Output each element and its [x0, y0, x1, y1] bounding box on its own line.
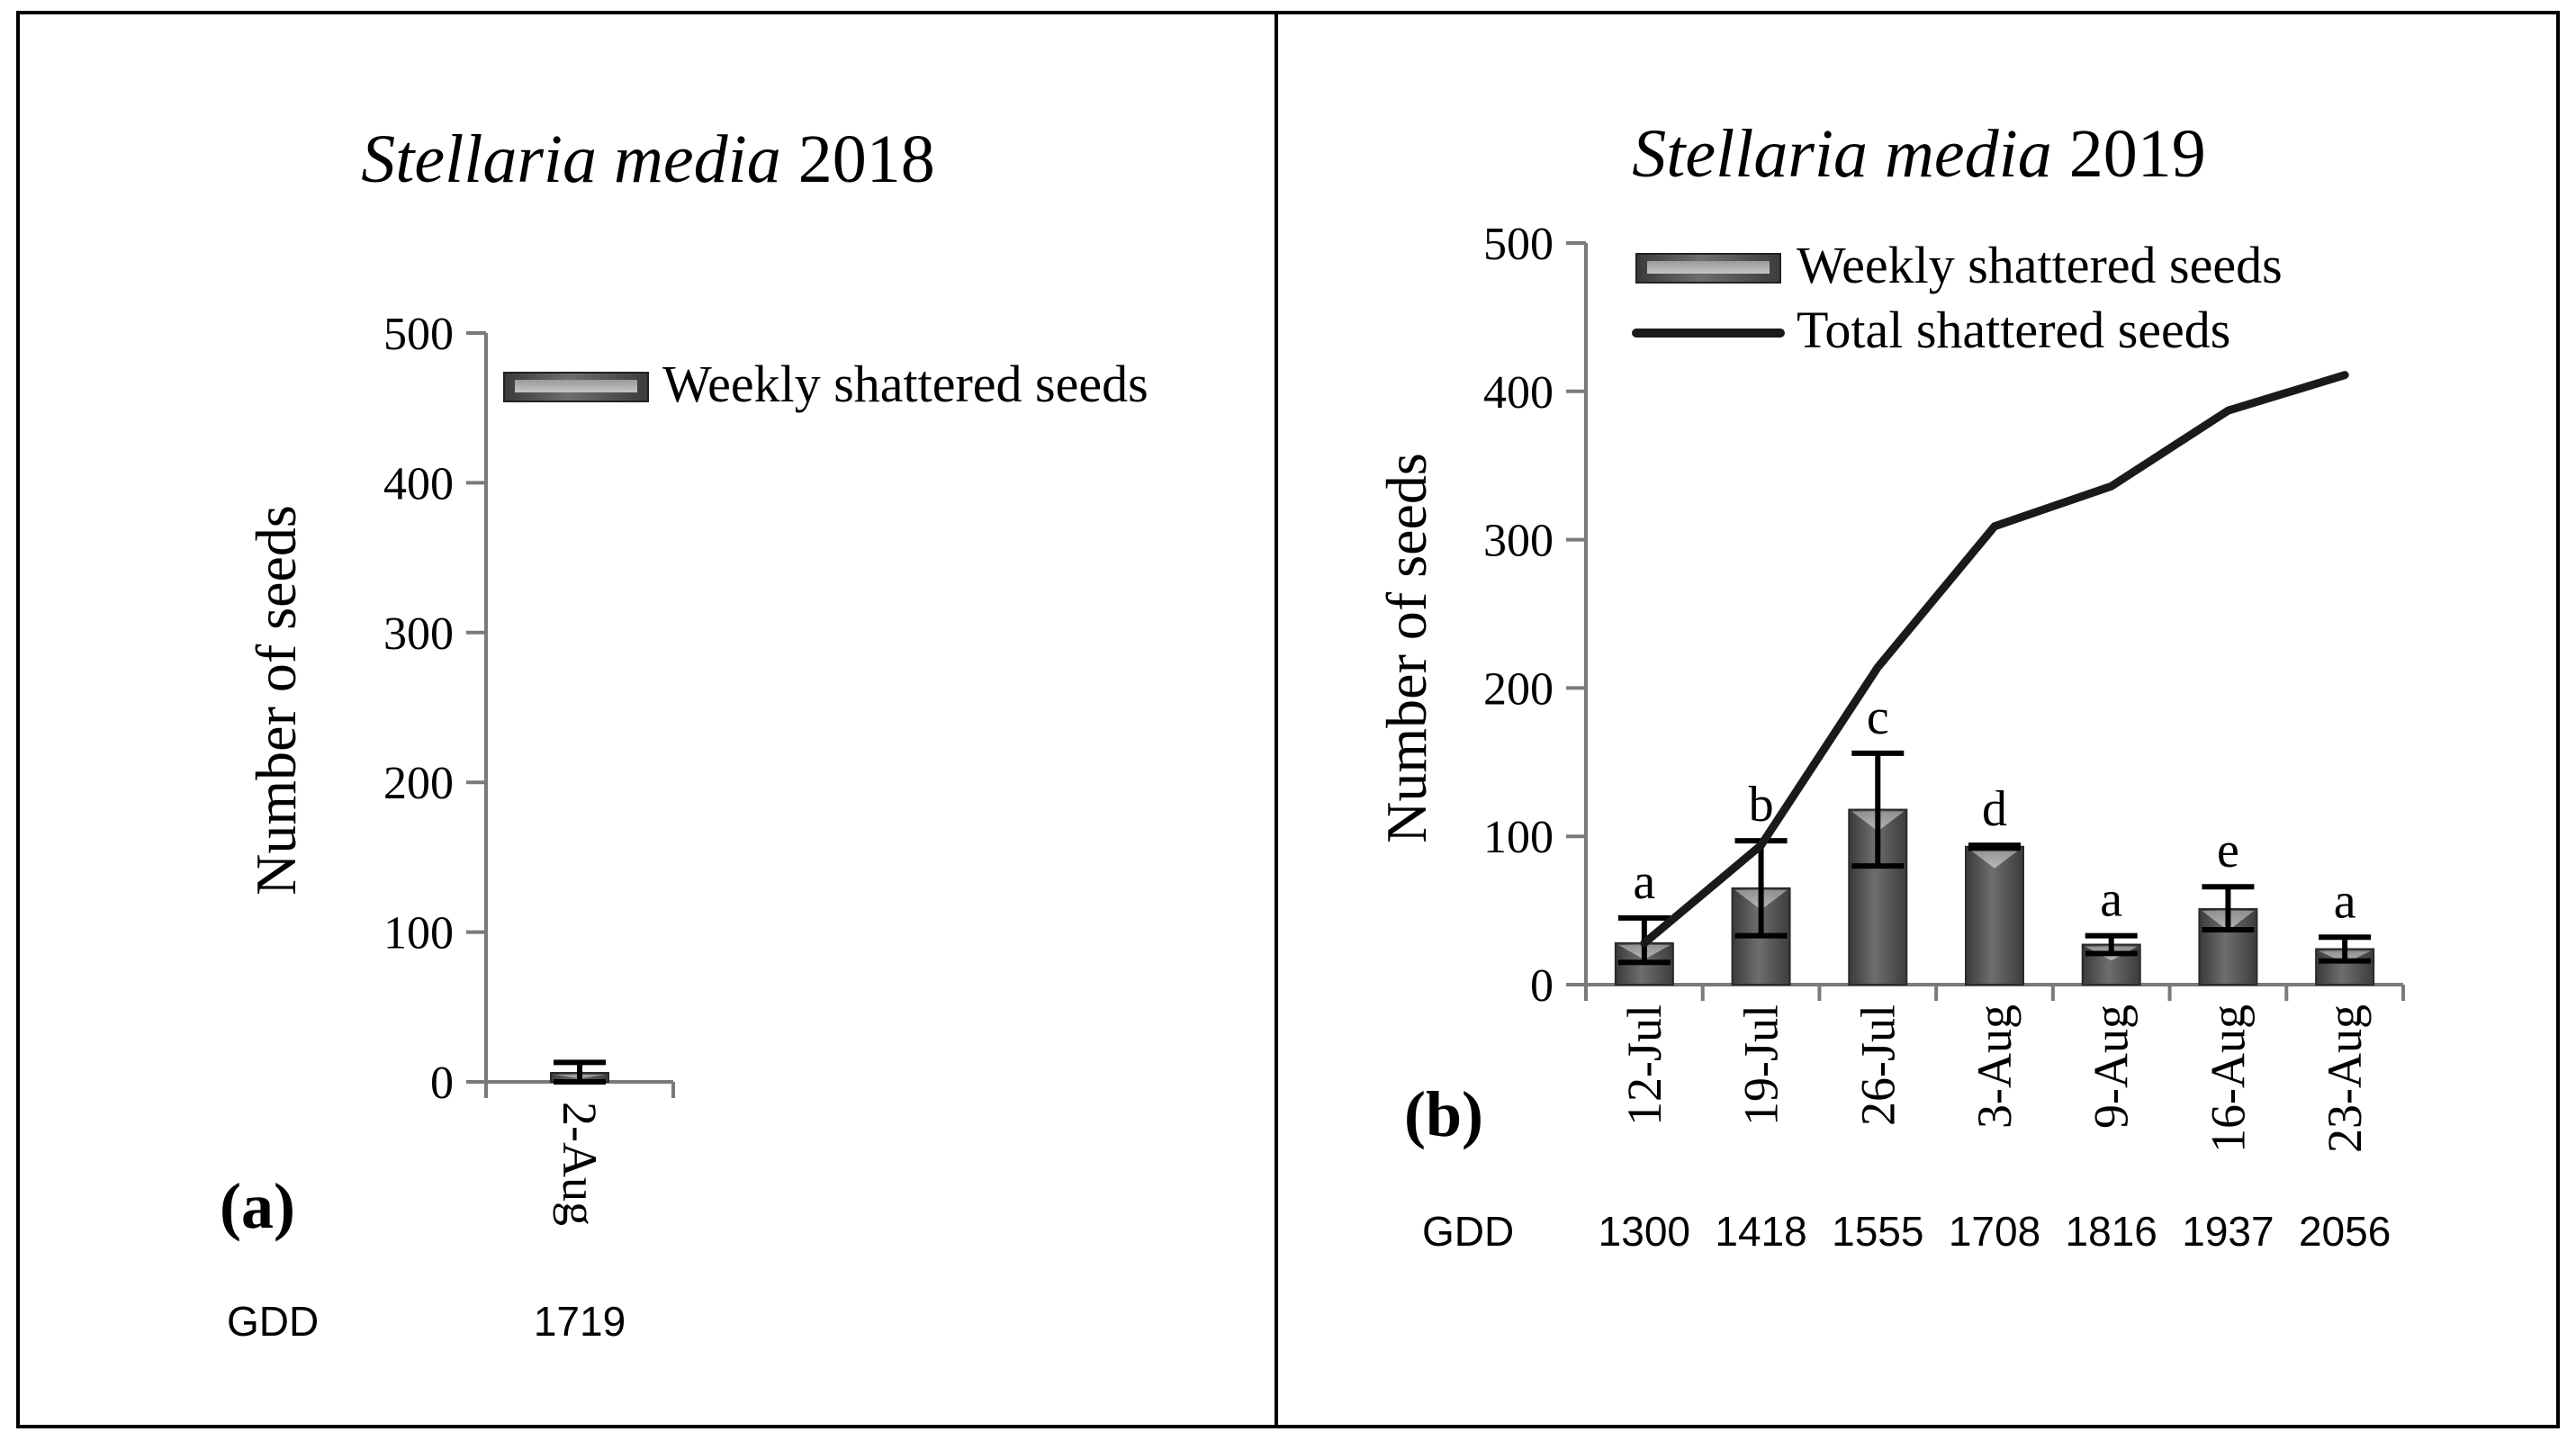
b-category-label: 16-Aug	[2201, 1004, 2255, 1153]
panel-a-gdd-label: GDD	[227, 1298, 319, 1345]
b-category-label: 3-Aug	[1968, 1004, 2022, 1129]
b-bar	[1965, 845, 2024, 986]
a-y-tick-label: 100	[383, 908, 454, 959]
b-gdd-value: 1300	[1599, 1208, 1690, 1255]
a-y-tick-label: 400	[383, 458, 454, 509]
b-letter: d	[1982, 781, 2007, 837]
b-letter: e	[2217, 823, 2239, 878]
panel-b-legend-line-label: Total shattered seeds	[1797, 301, 2230, 359]
b-gdd-value: 1937	[2182, 1208, 2274, 1255]
panel-a: Stellaria media 2018 Number of seeds 0 10…	[220, 122, 1148, 1345]
b-y-tick-label: 400	[1483, 367, 1554, 419]
b-gdd-value: 1708	[1949, 1208, 2040, 1255]
b-y-tick-label: 100	[1483, 812, 1554, 863]
panel-b-legend-bar-swatch-bevel	[1647, 261, 1770, 274]
b-letter: c	[1867, 689, 1889, 745]
b-gdd-value: 1816	[2066, 1208, 2157, 1255]
b-gdd-value: 2056	[2299, 1208, 2391, 1255]
panel-b-tick-labels: 0 100 200 300 400 500	[1483, 219, 1554, 1012]
panel-b-bars	[1614, 750, 2375, 986]
b-bar-bevel	[1968, 848, 2021, 869]
panel-b-label: (b)	[1404, 1078, 1483, 1150]
panel-b-legend-bar-label: Weekly shattered seeds	[1797, 236, 2283, 294]
b-gdd-value: 1418	[1715, 1208, 1806, 1255]
b-category-label: 26-Jul	[1851, 1004, 1905, 1126]
panel-b-title-year: 2019	[2069, 116, 2206, 192]
b-letter: a	[2334, 873, 2356, 929]
b-letter: a	[1633, 854, 1655, 910]
panel-b-total-line	[1640, 371, 2349, 948]
panel-b-ylabel: Number of seeds	[1374, 453, 1438, 843]
a-gdd-value: 1719	[534, 1298, 626, 1345]
panel-b: Stellaria media 2019 Number of seeds 0 10…	[1374, 116, 2405, 1255]
b-gdd-value: 1555	[1832, 1208, 1923, 1255]
a-y-tick-label: 300	[383, 608, 454, 660]
b-y-tick-label: 300	[1483, 516, 1554, 567]
panel-a-title-space	[781, 122, 798, 197]
a-category-label: 2-Aug	[553, 1102, 607, 1226]
panel-a-gdd-values: 1719	[534, 1298, 626, 1345]
b-letter: b	[1749, 777, 1774, 833]
panel-a-legend-label: Weekly shattered seeds	[662, 355, 1148, 413]
panel-a-title-species: Stellaria media	[361, 122, 781, 197]
panel-b-legend: Weekly shattered seeds Total shattered s…	[1632, 236, 2283, 359]
a-y-tick-label: 500	[383, 309, 454, 360]
panel-a-tick-labels: 0 100 200 300 400 500	[383, 309, 454, 1109]
panel-b-gdd-label: GDD	[1422, 1208, 1514, 1255]
panel-a-bars	[550, 1059, 609, 1085]
b-total-line-path	[1640, 371, 2349, 948]
panel-a-title: Stellaria media 2018	[361, 122, 935, 197]
panel-b-title: Stellaria media 2019	[1632, 116, 2206, 192]
b-y-tick-label: 500	[1483, 219, 1554, 270]
b-category-label: 12-Jul	[1617, 1004, 1671, 1126]
panel-a-axes	[466, 331, 675, 1098]
panel-a-label: (a)	[220, 1170, 295, 1242]
b-letter: a	[2100, 872, 2122, 928]
a-y-tick-label: 0	[430, 1058, 454, 1109]
b-category-label: 19-Jul	[1734, 1004, 1788, 1126]
panel-a-legend: Weekly shattered seeds	[503, 355, 1148, 413]
panel-b-title-space	[2052, 116, 2069, 192]
panel-a-ylabel: Number of seeds	[244, 505, 308, 896]
b-category-label: 23-Aug	[2318, 1004, 2372, 1153]
panel-a-legend-swatch-bevel	[515, 380, 637, 392]
figure-border	[16, 11, 2560, 1428]
panel-b-title-species: Stellaria media	[1632, 116, 2052, 192]
b-y-tick-label: 0	[1530, 960, 1554, 1012]
panel-a-title-year: 2018	[798, 122, 935, 197]
b-y-tick-label: 200	[1483, 663, 1554, 715]
panel-b-category-labels: 12-Jul 19-Jul 26-Jul 3-Aug 9-Aug 16-Aug 23-Aug	[1617, 1004, 2372, 1153]
panel-b-significance-letters: a b c d a e a	[1633, 689, 2355, 929]
b-category-label: 9-Aug	[2085, 1004, 2139, 1129]
a-y-tick-label: 200	[383, 758, 454, 809]
panel-b-gdd-values: 1300 1418 1555 1708 1816 1937 2056	[1599, 1208, 2391, 1255]
panel-a-category-labels: 2-Aug	[553, 1102, 607, 1226]
